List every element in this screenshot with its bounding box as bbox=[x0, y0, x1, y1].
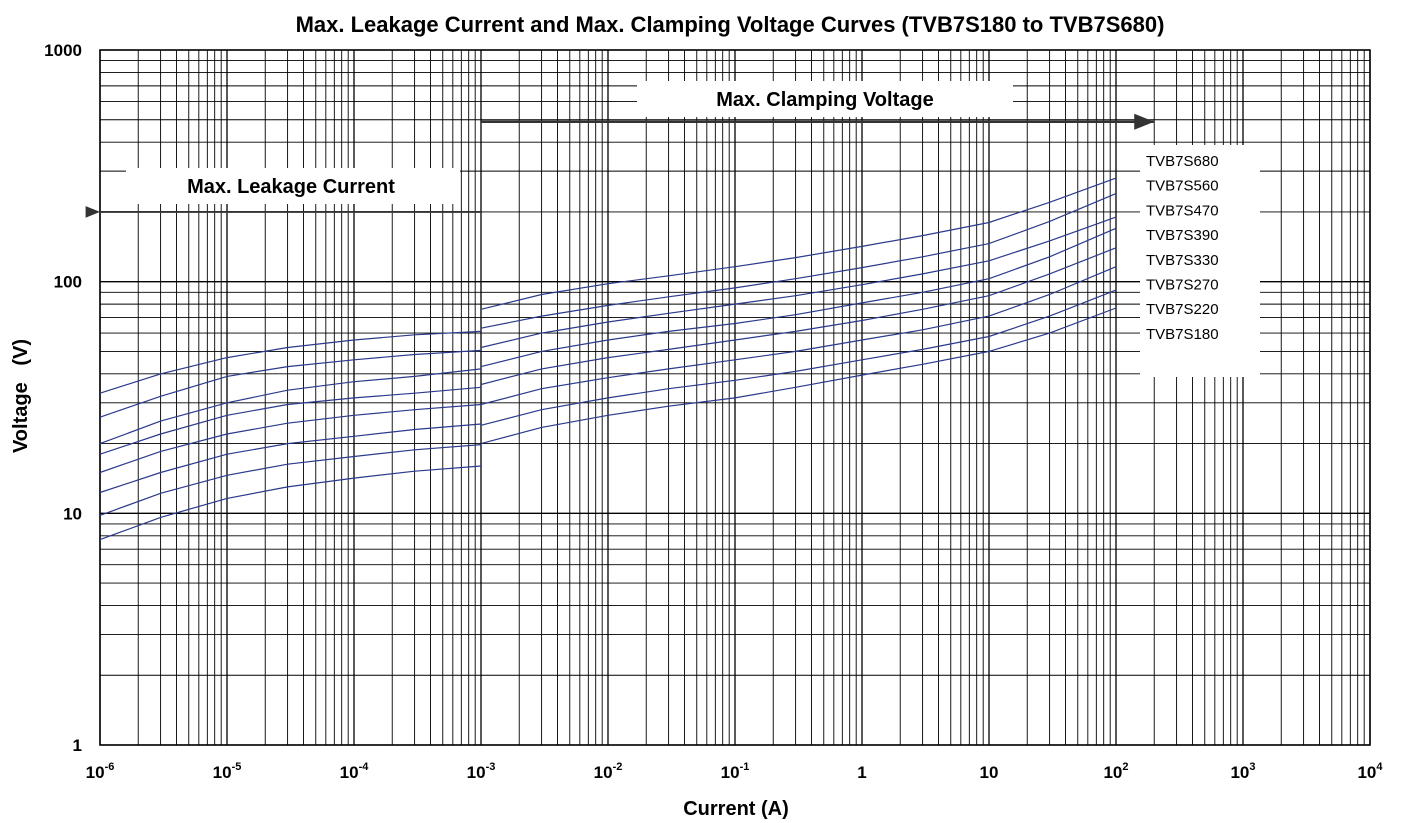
series-TVB7S390 bbox=[99, 227, 1117, 455]
plot-frame bbox=[99, 49, 1371, 746]
y-tick-label: 10 bbox=[63, 504, 82, 523]
leakage-curve-TVB7S180 bbox=[99, 465, 482, 541]
series-TVB7S220 bbox=[99, 289, 1117, 516]
grid bbox=[99, 49, 1371, 746]
annotations: Max. Clamping Voltage Max. Leakage Curren… bbox=[85, 81, 1155, 218]
series-labels: TVB7S680 TVB7S560 TVB7S470 TVB7S390 TVB7S330… bbox=[1140, 145, 1260, 377]
clamping-voltage-label: Max. Clamping Voltage bbox=[716, 89, 933, 111]
series-TVB7S560 bbox=[99, 193, 1117, 418]
y-tick-label: 1000 bbox=[44, 41, 82, 60]
clamping-curve-TVB7S220 bbox=[480, 289, 1117, 426]
x-axis-label: Current (A) bbox=[683, 798, 789, 820]
series-TVB7S270 bbox=[99, 266, 1117, 494]
y-tick-label: 1 bbox=[73, 736, 82, 755]
leakage-curve-TVB7S330 bbox=[99, 403, 482, 474]
x-tick-label: 10-6 bbox=[86, 761, 115, 782]
clamping-curve-TVB7S470 bbox=[480, 216, 1117, 349]
clamping-curve-TVB7S180 bbox=[480, 307, 1117, 445]
chart-title: Max. Leakage Current and Max. Clamping V… bbox=[296, 12, 1165, 37]
series-label-TVB7S470: TVB7S470 bbox=[1146, 202, 1219, 219]
x-tick-label: 103 bbox=[1230, 761, 1255, 782]
x-tick-label: 104 bbox=[1357, 761, 1383, 782]
series-TVB7S330 bbox=[99, 247, 1117, 474]
clamping-curve-TVB7S560 bbox=[480, 193, 1117, 329]
leakage-curve-TVB7S560 bbox=[99, 349, 482, 418]
series-TVB7S470 bbox=[99, 216, 1117, 445]
leakage-current-label: Max. Leakage Current bbox=[187, 176, 395, 198]
clamping-voltage-box bbox=[637, 81, 1013, 117]
series-lines bbox=[99, 177, 1117, 541]
clamping-curve-TVB7S390 bbox=[480, 227, 1117, 368]
clamping-curve-TVB7S270 bbox=[480, 266, 1117, 406]
y-axis-label: Voltage (V) bbox=[10, 339, 32, 453]
leakage-curve-TVB7S390 bbox=[99, 386, 482, 455]
x-tick-label: 10 bbox=[980, 763, 999, 782]
x-tick-label: 1 bbox=[857, 763, 866, 782]
y-tick-label: 100 bbox=[54, 273, 82, 292]
clamping-curve-TVB7S680 bbox=[480, 177, 1117, 310]
x-tick-labels: 10-6 10-5 10-4 10-3 10-2 10-1 1 10 102 103 104 bbox=[86, 761, 1384, 782]
x-tick-label: 10-5 bbox=[213, 761, 242, 782]
x-tick-label: 102 bbox=[1103, 761, 1128, 782]
y-tick-labels: 1 10 100 1000 bbox=[44, 41, 82, 755]
x-tick-label: 10-3 bbox=[467, 761, 496, 782]
x-tick-label: 10-2 bbox=[594, 761, 623, 782]
series-label-TVB7S180: TVB7S180 bbox=[1146, 326, 1219, 343]
leakage-curve-TVB7S270 bbox=[99, 423, 482, 494]
series-label-TVB7S390: TVB7S390 bbox=[1146, 227, 1219, 244]
series-label-TVB7S220: TVB7S220 bbox=[1146, 301, 1219, 318]
series-label-TVB7S560: TVB7S560 bbox=[1146, 178, 1219, 195]
series-TVB7S180 bbox=[99, 307, 1117, 541]
leakage-current-box bbox=[126, 168, 460, 204]
leakage-curve-TVB7S470 bbox=[99, 368, 482, 445]
x-tick-label: 10-4 bbox=[340, 761, 370, 782]
series-TVB7S680 bbox=[99, 177, 1117, 394]
series-label-TVB7S270: TVB7S270 bbox=[1146, 277, 1219, 294]
leakage-curve-TVB7S680 bbox=[99, 330, 482, 394]
x-tick-label: 10-1 bbox=[721, 761, 750, 782]
series-label-TVB7S330: TVB7S330 bbox=[1146, 252, 1219, 269]
leakage-curve-TVB7S220 bbox=[99, 444, 482, 516]
series-label-box bbox=[1140, 145, 1260, 377]
clamping-curve-TVB7S330 bbox=[480, 247, 1117, 386]
series-label-TVB7S680: TVB7S680 bbox=[1146, 153, 1219, 170]
